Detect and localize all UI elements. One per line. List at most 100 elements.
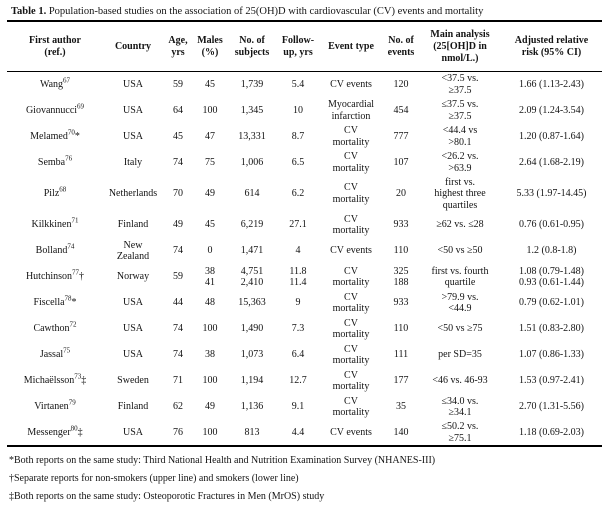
cell-analysis: per SD=35: [438, 349, 482, 361]
author-name: Virtanen: [34, 401, 69, 413]
cell-risk: 2.64 (1.68-2.19): [519, 156, 584, 168]
cell-followup: 4.4: [277, 420, 319, 447]
cell-followup: 8.7: [291, 130, 305, 142]
cell-risk: 1.2 (0.8-1.8): [526, 245, 577, 257]
reference-superscript: 71: [71, 216, 79, 225]
table-row: Virtanen79 Finland 62 49 1,136 9.1 CV mo…: [7, 394, 602, 420]
col-header-country: Country: [103, 22, 163, 72]
cell-subjects: 15,363: [238, 297, 266, 309]
cell-author: Kilkkinen71: [7, 212, 103, 238]
cell-risk: 2.09 (1.24-3.54): [519, 104, 584, 116]
table-row: Bolland74 New Zealand 74 0 1,471 4 CV ev…: [7, 238, 602, 264]
cell-country: USA: [122, 323, 143, 335]
cell-males: 38 41: [205, 265, 215, 289]
cell-followup: 5.4: [291, 79, 305, 90]
cell-analysis: <46 vs. 46-93: [432, 375, 488, 387]
cell-events: 20: [396, 188, 406, 199]
table-row: Michaëlsson73‡ Sweden 71 100 1,194 12.7 …: [7, 368, 602, 394]
footnotes: *Both reports on the same study: Third N…: [7, 447, 602, 506]
cell-followup: 10: [293, 104, 303, 116]
cell-author: Bolland74: [7, 238, 103, 264]
reference-superscript: 75: [63, 346, 71, 355]
author-name: Hutchinson: [25, 271, 73, 283]
table-title: Table 1. Population-based studies on the…: [7, 4, 602, 22]
author-name: Fiscella: [33, 297, 65, 309]
cell-analysis: ≤34.0 vs. ≥34.1: [441, 395, 479, 419]
cell-analysis: <26.2 vs. >63.9: [441, 151, 479, 174]
table-row: Jassal75 USA 74 38 1,073 6.4 CV mortalit…: [7, 342, 602, 368]
cell-events: 325 188: [393, 265, 409, 289]
cell-event-type: CV mortality: [332, 343, 370, 367]
author-name: Kilkkinen: [31, 219, 72, 231]
col-header-subjects: No. of subjects: [227, 22, 277, 72]
cell-followup: 9: [295, 297, 301, 309]
col-header-age: Age, yrs: [163, 22, 193, 72]
cell-country: USA: [122, 297, 143, 309]
reference-superscript: 72: [69, 320, 77, 329]
cell-age: 70: [173, 188, 183, 199]
table-row: Fiscella78* USA 44 48 15,363 9 CV mortal…: [7, 290, 602, 316]
cell-events: 177: [393, 375, 409, 387]
cell-events: 107: [393, 156, 409, 168]
table-row: Giovannucci69 USA 64 100 1,345 10 Myocar…: [7, 98, 602, 124]
cell-followup: 12.7: [289, 375, 307, 387]
reference-superscript: 69: [77, 102, 85, 111]
table-title-text: Population-based studies on the associat…: [46, 6, 484, 17]
cell-author: Pilz68: [7, 176, 103, 213]
cell-subjects: 813: [227, 420, 277, 447]
cell-males: 100: [193, 420, 227, 447]
footnote-mros: ‡Both reports on the same study: Osteopo…: [9, 491, 325, 502]
cell-risk: 0.79 (0.62-1.01): [519, 297, 584, 309]
cell-country: USA: [122, 79, 143, 90]
cell-events: 111: [393, 349, 409, 361]
author-name: Cawthon: [33, 323, 70, 335]
author-name: Semba: [37, 156, 66, 168]
cell-risk: 2.70 (1.31-5.56): [519, 401, 584, 413]
table-header: First author (ref.) Country Age, yrs Mal…: [7, 22, 602, 72]
cell-risk: 1.20 (0.87-1.64): [519, 130, 584, 142]
cell-country: USA: [122, 130, 143, 142]
cell-risk: 1.18 (0.69-2.03): [501, 420, 602, 447]
reference-superscript: 79: [68, 398, 76, 407]
table-title-label: Table 1.: [11, 6, 47, 17]
cell-age: 59: [173, 79, 183, 90]
cell-followup: 27.1: [289, 219, 307, 231]
footnote-nhanes: *Both reports on the same study: Third N…: [9, 455, 436, 466]
cell-followup: 9.1: [291, 401, 305, 413]
cell-followup: 4: [295, 245, 301, 257]
cell-country: USA: [122, 349, 143, 361]
cell-country: USA: [103, 420, 163, 447]
cell-analysis: <50 vs ≥75: [437, 323, 483, 335]
cell-event-type: Myocardial infarction: [327, 99, 375, 122]
cell-followup: 6.4: [291, 349, 305, 361]
cell-event-type: CV events: [330, 245, 372, 257]
cell-event-type: CV events: [319, 420, 383, 447]
cell-males: 100: [202, 104, 218, 116]
studies-table: First author (ref.) Country Age, yrs Mal…: [7, 22, 602, 447]
cell-analysis: first vs. highest three quartiles: [434, 176, 486, 211]
table-row: Wang67 USA 59 45 1,739 5.4 CV events 120…: [7, 72, 602, 98]
cell-events: 120: [393, 79, 409, 90]
cell-males: 100: [202, 375, 218, 387]
reference-superscript: 80: [70, 424, 78, 433]
cell-event-type: CV mortality: [332, 213, 370, 237]
cell-subjects: 6,219: [240, 219, 264, 231]
cell-age: 64: [173, 104, 183, 116]
cell-event-type: CV mortality: [332, 369, 370, 393]
table-row: Kilkkinen71 Finland 49 45 6,219 27.1 CV …: [7, 212, 602, 238]
author-name: Pilz: [43, 188, 60, 199]
cell-event-type: CV mortality: [332, 182, 370, 205]
cell-risk: 0.76 (0.61-0.95): [519, 219, 584, 231]
cell-age: 71: [173, 375, 183, 387]
cell-subjects: 1,194: [240, 375, 264, 387]
cell-males: 47: [205, 130, 215, 142]
cell-country: Netherlands: [108, 188, 158, 199]
cell-risk: 1.07 (0.86-1.33): [519, 349, 584, 361]
cell-events: 35: [396, 401, 406, 413]
cell-event-type: CV mortality: [332, 395, 370, 419]
cell-age: 44: [173, 297, 183, 309]
cell-risk: 1.53 (0.97-2.41): [519, 375, 584, 387]
cell-author: Semba76: [7, 150, 103, 176]
cell-age: 59: [173, 271, 183, 283]
cell-country: USA: [122, 104, 143, 116]
